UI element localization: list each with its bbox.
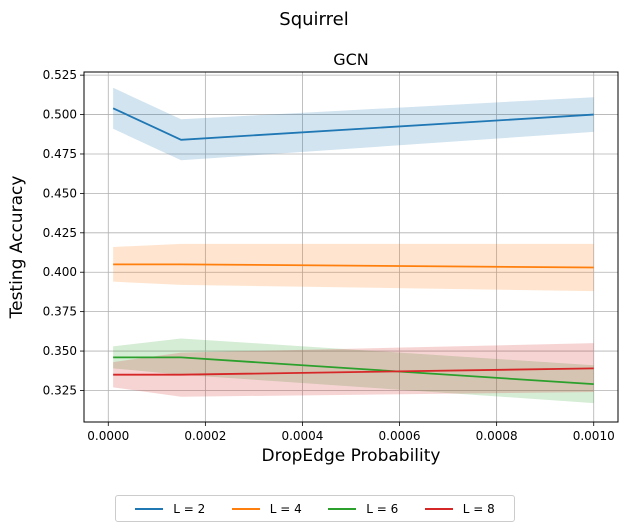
band-L8 — [113, 343, 594, 397]
line-L4 — [113, 263, 594, 269]
legend-item: L = 2 — [135, 502, 205, 516]
x-tick-label: 0.0008 — [476, 429, 518, 443]
band-L4 — [113, 243, 594, 292]
x-tick-label: 0.0004 — [281, 429, 323, 443]
y-tick-label: 0.425 — [43, 226, 77, 240]
line-L2 — [112, 107, 594, 141]
x-tick-label: 0.0006 — [379, 429, 421, 443]
x-tick-label: 0.0000 — [87, 429, 129, 443]
legend-swatch — [328, 507, 357, 510]
line-L6 — [113, 356, 594, 386]
y-axis-ticks: 0.325 0.350 0.375 0.400 0.425 0.450 0.475 0.500… — [43, 68, 84, 397]
x-axis-ticks: 0.0000 0.0002 0.0004 0.0006 0.0008 0.0010 — [87, 422, 615, 443]
legend-item: L = 4 — [231, 501, 302, 516]
y-tick-label: 0.450 — [43, 186, 77, 200]
y-axis-label: Testing Accuracy — [7, 176, 27, 320]
x-tick-label: 0.0002 — [184, 429, 226, 443]
legend-item: L = 8 — [424, 501, 495, 516]
y-tick-label: 0.325 — [43, 383, 77, 397]
y-tick-label: 0.475 — [43, 147, 77, 161]
legend-label: L = 6 — [366, 501, 399, 516]
y-tick-label: 0.400 — [43, 265, 77, 279]
legend-label: L = 8 — [462, 501, 495, 516]
band-L6 — [113, 338, 594, 404]
y-tick-label: 0.375 — [43, 305, 77, 319]
chart-title: GCN — [333, 50, 369, 69]
y-tick-label: 0.500 — [43, 108, 77, 122]
y-tick-label: 0.350 — [43, 344, 77, 358]
confidence-bands — [113, 87, 594, 404]
series-lines — [112, 107, 594, 386]
legend-label: L = 2 — [173, 501, 206, 516]
x-tick-label: 0.0010 — [573, 429, 615, 443]
x-axis-label: DropEdge Probability — [262, 446, 441, 466]
legend: L = 2 L = 4 L = 6 L = 8 — [115, 495, 515, 522]
legend-label: L = 4 — [269, 501, 302, 516]
figure-suptitle: Squirrel — [279, 9, 348, 30]
y-tick-label: 0.525 — [43, 68, 77, 82]
legend-swatch — [424, 507, 453, 510]
line-L8 — [113, 367, 594, 376]
grid — [84, 72, 618, 422]
band-L2 — [113, 87, 594, 161]
plot-frame — [83, 71, 619, 423]
legend-swatch — [231, 507, 260, 510]
legend-item: L = 6 — [328, 502, 398, 516]
legend-swatch — [135, 507, 164, 510]
